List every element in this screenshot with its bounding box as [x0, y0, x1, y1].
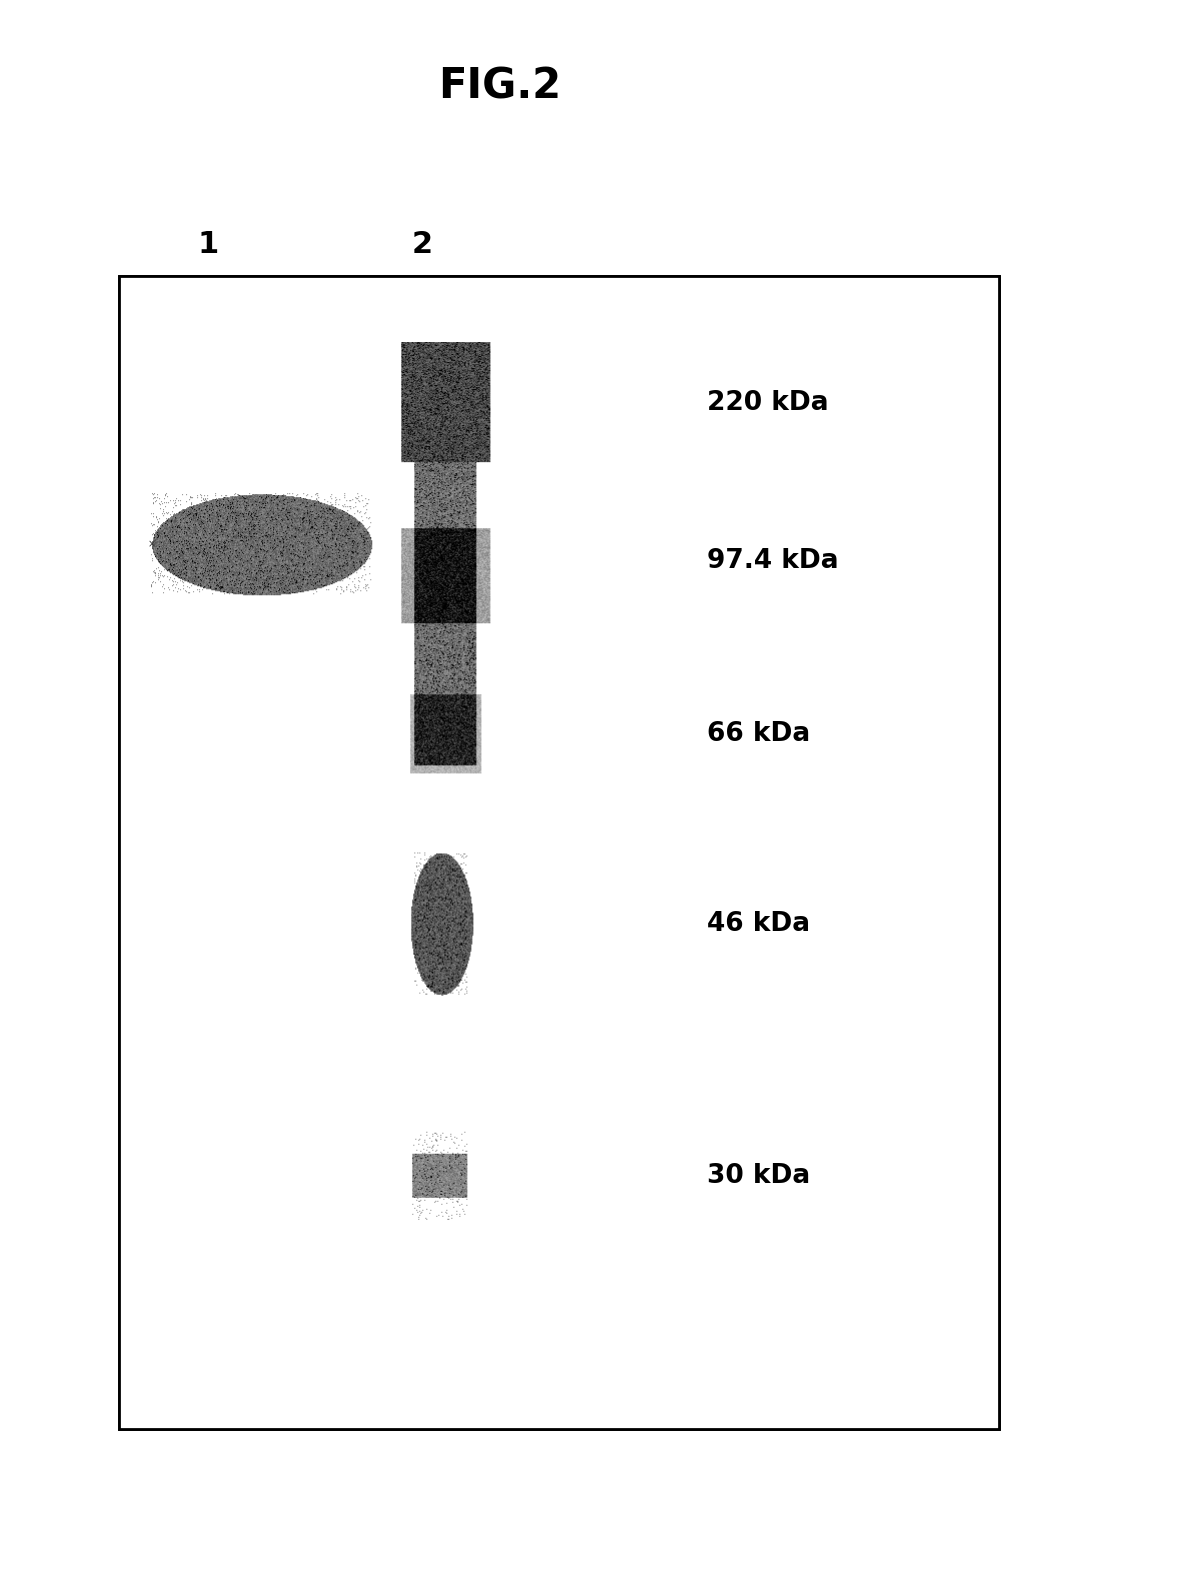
Bar	[119, 276, 999, 1429]
Text: 66 kDa: 66 kDa	[707, 722, 811, 747]
Text: ×: ×	[149, 540, 156, 549]
Text: 1: 1	[197, 231, 219, 259]
Text: FIG.2: FIG.2	[438, 66, 561, 107]
Text: 2: 2	[411, 231, 433, 259]
Text: 220 kDa: 220 kDa	[707, 390, 829, 415]
Text: 30 kDa: 30 kDa	[707, 1164, 811, 1189]
Text: 46 kDa: 46 kDa	[707, 911, 811, 936]
Bar	[119, 276, 999, 1429]
Text: 97.4 kDa: 97.4 kDa	[707, 548, 839, 573]
